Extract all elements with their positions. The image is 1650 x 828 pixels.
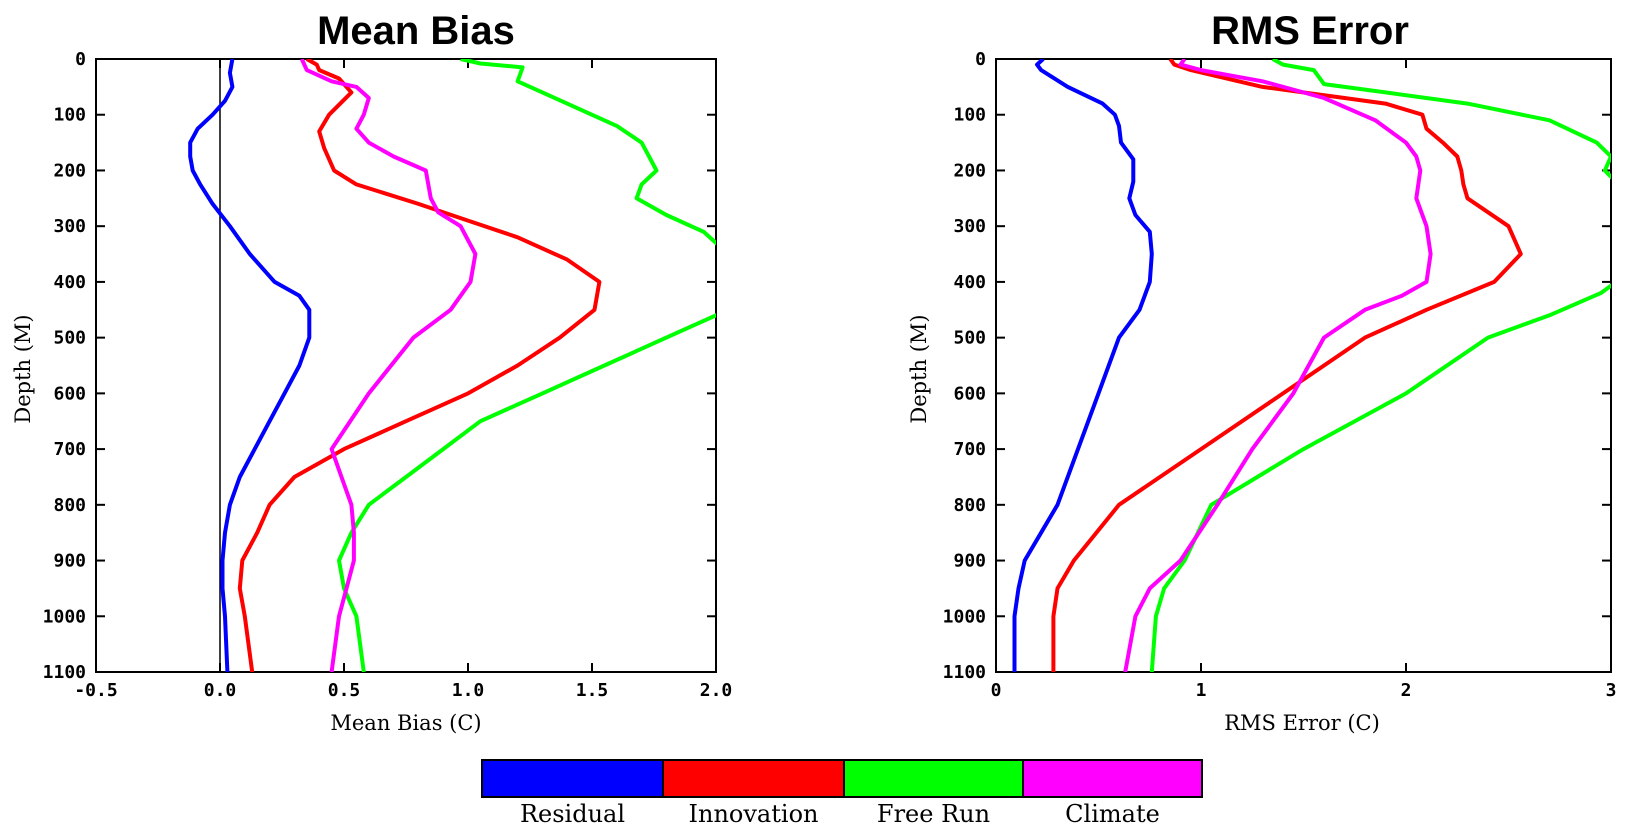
- y-tick-label: 600: [953, 383, 986, 404]
- chart-title: RMS Error: [1211, 9, 1409, 53]
- legend: Residual Innovation Free Run Climate: [481, 759, 1203, 828]
- series-line-innovation: [1051, 59, 1523, 672]
- series-line-climate: [299, 59, 478, 672]
- y-tick-label: 800: [53, 495, 86, 516]
- plot-frame: [995, 58, 1612, 673]
- y-tick-label: 0: [975, 49, 986, 70]
- x-tick-label: -0.5: [74, 680, 117, 701]
- y-tick-label: 700: [53, 439, 86, 460]
- x-tick-label: 0: [991, 680, 1002, 701]
- y-tick-label: 300: [53, 216, 86, 237]
- y-tick-label: 200: [53, 160, 86, 181]
- y-tick-label: 900: [53, 551, 86, 572]
- mean-bias-chart: Mean Bias Mean Bias (C) Depth (M) 0 100 20…: [11, 9, 733, 735]
- x-tick-label: 0.0: [204, 680, 237, 701]
- x-tick-label: 1: [1196, 680, 1207, 701]
- x-tick-label: 3: [1606, 680, 1617, 701]
- chart-title: Mean Bias: [317, 9, 515, 53]
- x-axis-label: RMS Error (C): [1224, 711, 1380, 735]
- legend-swatch-residual: [481, 759, 664, 798]
- x-tick-label: 2: [1401, 680, 1412, 701]
- y-tick-label: 800: [953, 495, 986, 516]
- y-tick-label: 500: [53, 328, 86, 349]
- x-tick-label: 2.0: [700, 680, 733, 701]
- y-tick-label: 700: [953, 439, 986, 460]
- series-line-free-run: [1149, 59, 1611, 672]
- rms-error-chart: RMS Error RMS Error (C) Depth (M) 010020…: [907, 9, 1617, 735]
- y-tick-label: 1100: [43, 662, 86, 683]
- legend-swatch-innovation: [662, 759, 845, 798]
- y-tick-label: 100: [953, 105, 986, 126]
- y-tick-label: 500: [953, 328, 986, 349]
- y-tick-label: 600: [53, 383, 86, 404]
- y-tick-label: 300: [953, 216, 986, 237]
- y-axis-label: Depth (M): [11, 314, 35, 423]
- y-tick-label: 400: [953, 272, 986, 293]
- y-tick-label: 900: [953, 551, 986, 572]
- y-tick-label: 1100: [943, 662, 986, 683]
- y-tick-label: 200: [953, 160, 986, 181]
- x-tick-label: 0.5: [328, 680, 361, 701]
- legend-label: Innovation: [689, 800, 819, 828]
- y-tick-label: 0: [75, 49, 86, 70]
- legend-label: Climate: [1065, 800, 1160, 828]
- series-line-residual: [1012, 59, 1154, 672]
- y-tick-label: 1000: [43, 606, 86, 627]
- legend-label: Free Run: [877, 800, 990, 828]
- y-tick-label: 400: [53, 272, 86, 293]
- y-axis-label: Depth (M): [907, 314, 931, 423]
- legend-swatch-free-run: [843, 759, 1024, 798]
- x-axis-label: Mean Bias (C): [330, 711, 481, 735]
- series-line-climate: [1123, 59, 1433, 672]
- series-line-residual: [188, 59, 312, 672]
- series-line-innovation: [237, 59, 602, 672]
- legend-swatch-climate: [1022, 759, 1203, 798]
- y-tick-label: 100: [53, 105, 86, 126]
- plot-frame: [95, 58, 717, 673]
- series-line-free-run: [337, 59, 716, 672]
- x-tick-label: 1.5: [576, 680, 609, 701]
- y-tick-label: 1000: [943, 606, 986, 627]
- legend-label: Residual: [520, 800, 625, 828]
- x-tick-label: 1.0: [452, 680, 485, 701]
